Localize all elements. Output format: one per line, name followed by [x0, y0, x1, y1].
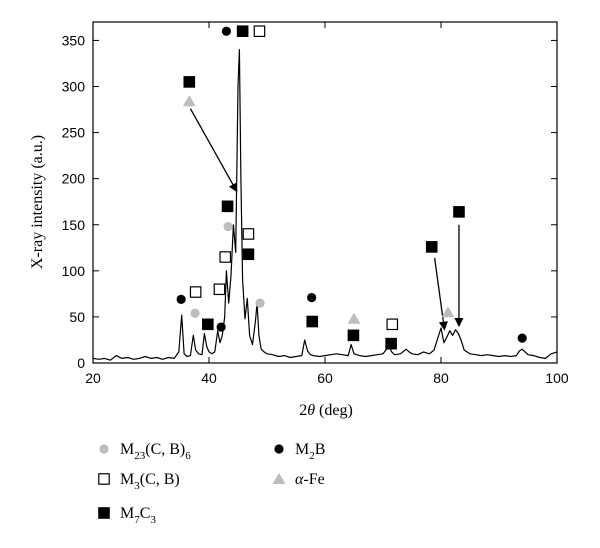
legend-label-m7: M7C3 — [120, 505, 156, 526]
phase-marker-circle-gray — [190, 308, 200, 318]
phase-marker-square-black — [242, 248, 255, 261]
phase-marker-square-open — [213, 283, 226, 296]
legend-label-sub1: 3 — [134, 480, 140, 492]
legend-item-m3: M3(C, B) — [98, 471, 180, 492]
y-tick-label: 250 — [62, 125, 86, 141]
x-tick-label: 40 — [201, 370, 217, 386]
x-tick-label: 100 — [545, 370, 569, 386]
phase-marker-circle-gray — [255, 298, 265, 308]
legend-label-mid: (C, B) — [145, 441, 185, 458]
legend-label-m23: M23(C, B)6 — [120, 441, 191, 462]
phase-marker-triangle-gray — [347, 312, 361, 324]
x-axis-title-theta: θ — [307, 402, 315, 419]
legend-label-sub2: 6 — [185, 450, 191, 462]
phase-marker-square-black — [306, 315, 319, 328]
arrow-layer — [189, 108, 464, 331]
legend-marker-square-open — [98, 473, 110, 485]
phase-marker-square-black — [347, 329, 360, 342]
phase-marker-square-black — [183, 76, 196, 88]
legend-marker-circle-gray — [99, 444, 109, 454]
phase-marker-square-open — [219, 251, 232, 263]
phase-marker-circle-black — [176, 294, 186, 305]
phase-marker-square-black — [236, 25, 249, 38]
x-tick-label: 80 — [433, 370, 449, 386]
legend-label-base: M — [120, 471, 134, 488]
y-axis-title: X-ray intensity (a.u.) — [29, 135, 46, 269]
phase-marker-square-open — [242, 228, 255, 240]
series-layer — [92, 49, 558, 361]
legend-label-mid: C — [140, 505, 151, 522]
x-tick-label: 60 — [317, 370, 333, 386]
phase-marker-circle-black — [307, 292, 317, 303]
ticks-layer: 20 40 60 80 100 0 50 100 150 200 250 300 350 — [62, 22, 569, 386]
legend-marker-triangle-gray — [272, 473, 286, 484]
legend-item-m23: M23(C, B)6 — [99, 441, 191, 462]
legend-label-base: α — [295, 471, 304, 488]
phase-marker-square-black — [202, 318, 214, 331]
phase-marker-triangle-gray — [441, 306, 455, 318]
legend-item-fe: α-Fe — [272, 471, 325, 488]
legend-label-base: M — [120, 505, 134, 522]
legend-label-m3: M3(C, B) — [120, 471, 180, 492]
x-tick-label: 20 — [85, 370, 101, 386]
y-tick-label: 50 — [69, 309, 85, 325]
legend-marker-square-black — [98, 507, 110, 519]
y-tick-label: 100 — [62, 263, 86, 279]
phase-marker-square-open — [253, 25, 266, 38]
legend-label-m2b: M2B — [295, 441, 325, 462]
phase-marker-circle-gray — [223, 222, 233, 232]
phase-marker-square-black — [453, 206, 465, 218]
phase-marker-circle-black — [216, 322, 226, 332]
plot-frame — [92, 21, 558, 364]
phase-marker-circle-black — [221, 26, 231, 36]
y-tick-label: 350 — [62, 32, 86, 48]
legend-marker-circle-black — [274, 444, 284, 454]
legend-label-sub2: 3 — [150, 514, 156, 526]
phase-marker-circle-black — [517, 333, 527, 343]
phase-marker-square-open — [386, 318, 399, 331]
y-tick-label: 0 — [77, 355, 85, 371]
xrd-pattern-line-0 — [92, 49, 558, 361]
marker-layer — [176, 25, 527, 350]
peak-arrow — [189, 108, 238, 193]
legend-item-m2b: M2B — [274, 441, 325, 462]
x-axis-title-suffix: (deg) — [315, 402, 353, 419]
phase-marker-square-black — [221, 200, 234, 213]
y-tick-label: 300 — [62, 79, 86, 95]
legend-label-mid: (C, B) — [140, 471, 180, 488]
legend-label-fe: α-Fe — [295, 471, 325, 488]
legend-label-mid: -Fe — [303, 471, 324, 488]
phase-marker-square-black — [385, 337, 397, 350]
phase-marker-square-open — [189, 286, 202, 298]
legend-label-base: M — [295, 441, 309, 458]
y-tick-label: 150 — [62, 217, 86, 233]
phase-marker-triangle-gray — [182, 95, 196, 107]
phase-marker-square-black — [425, 241, 438, 253]
legend-label-sub1: 23 — [134, 450, 146, 462]
plot-border — [92, 21, 558, 364]
legend-label-mid: B — [315, 441, 326, 458]
x-axis-title: 2θ (deg) — [299, 402, 353, 419]
y-tick-label: 200 — [62, 171, 86, 187]
x-axis-title-prefix: 2 — [299, 402, 307, 419]
legend-item-m7: M7C3 — [98, 505, 156, 526]
legend-label-sub1: 2 — [309, 450, 315, 462]
legend-label-sub1: 7 — [134, 514, 140, 526]
legend-label-base: M — [120, 441, 134, 458]
peak-arrow — [433, 257, 448, 331]
